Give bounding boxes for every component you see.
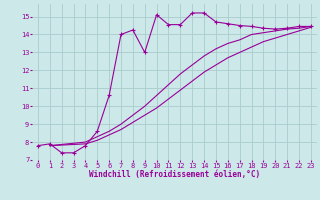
X-axis label: Windchill (Refroidissement éolien,°C): Windchill (Refroidissement éolien,°C)	[89, 170, 260, 179]
